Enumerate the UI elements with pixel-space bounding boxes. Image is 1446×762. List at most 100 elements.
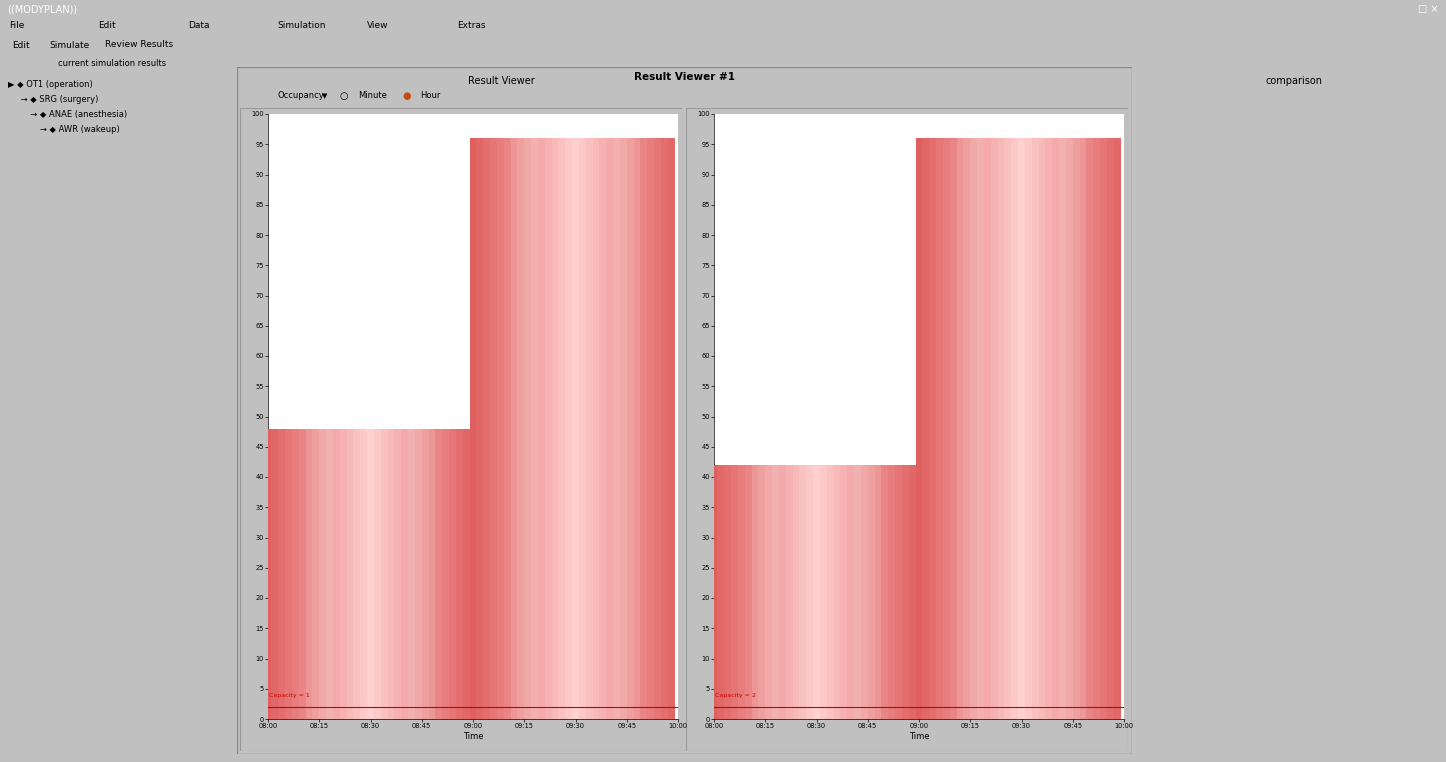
Text: Edit: Edit xyxy=(12,40,30,50)
Text: Result Viewer: Result Viewer xyxy=(469,76,535,86)
Bar xyxy=(272,428,278,719)
Bar xyxy=(375,428,380,719)
X-axis label: Time: Time xyxy=(463,732,483,741)
Bar xyxy=(847,465,855,719)
Text: Occupancy: Occupancy xyxy=(278,91,324,101)
Bar xyxy=(820,465,827,719)
Bar xyxy=(1045,138,1053,719)
Bar xyxy=(1018,138,1025,719)
Bar xyxy=(545,138,551,719)
Bar xyxy=(633,138,641,719)
Bar xyxy=(957,138,963,719)
Bar xyxy=(654,138,661,719)
Bar xyxy=(732,465,737,719)
Bar xyxy=(902,465,908,719)
Bar xyxy=(970,138,977,719)
Text: Hour: Hour xyxy=(421,91,441,101)
Bar xyxy=(923,138,930,719)
Bar xyxy=(1032,138,1038,719)
Bar xyxy=(593,138,600,719)
Bar xyxy=(998,138,1005,719)
Bar xyxy=(401,428,408,719)
Bar xyxy=(800,465,807,719)
Bar xyxy=(936,138,943,719)
Bar xyxy=(1086,138,1093,719)
Text: Capacity = 2: Capacity = 2 xyxy=(714,693,755,698)
Bar xyxy=(340,428,347,719)
Bar xyxy=(1025,138,1032,719)
Bar xyxy=(442,428,450,719)
Bar xyxy=(428,428,435,719)
Text: Review Results: Review Results xyxy=(106,40,174,49)
Bar xyxy=(626,138,633,719)
Bar xyxy=(490,138,497,719)
Bar xyxy=(717,465,724,719)
Bar xyxy=(888,465,895,719)
Text: ▶ ◆ OT1 (operation): ▶ ◆ OT1 (operation) xyxy=(9,80,93,89)
Bar xyxy=(772,465,779,719)
Bar xyxy=(977,138,983,719)
Bar xyxy=(1005,138,1011,719)
Bar xyxy=(483,138,490,719)
Bar xyxy=(745,465,752,719)
Bar xyxy=(1053,138,1058,719)
Bar xyxy=(807,465,813,719)
Bar xyxy=(648,138,654,719)
Text: Extras: Extras xyxy=(457,21,486,30)
Bar xyxy=(943,138,950,719)
Bar xyxy=(435,428,442,719)
Bar xyxy=(531,138,538,719)
Bar xyxy=(765,465,772,719)
Bar xyxy=(785,465,792,719)
Bar xyxy=(983,138,991,719)
Bar xyxy=(1100,138,1108,719)
Bar xyxy=(840,465,847,719)
Bar xyxy=(476,138,483,719)
Bar xyxy=(285,428,292,719)
Text: ▼: ▼ xyxy=(322,93,327,99)
Text: ○: ○ xyxy=(340,91,348,101)
Bar xyxy=(586,138,593,719)
Bar xyxy=(395,428,401,719)
Bar xyxy=(278,428,285,719)
Bar xyxy=(758,465,765,719)
Bar xyxy=(915,138,923,719)
Bar xyxy=(578,138,586,719)
Bar xyxy=(565,138,573,719)
Bar xyxy=(606,138,613,719)
Bar xyxy=(470,138,476,719)
Text: Capacity = 1: Capacity = 1 xyxy=(269,693,309,698)
Bar xyxy=(813,465,820,719)
Bar xyxy=(752,465,758,719)
Text: Simulation: Simulation xyxy=(278,21,327,30)
Bar xyxy=(710,465,717,719)
Bar xyxy=(950,138,957,719)
Bar xyxy=(463,428,470,719)
Bar xyxy=(327,428,333,719)
Text: □ ×: □ × xyxy=(1419,4,1439,14)
Bar xyxy=(833,465,840,719)
Bar xyxy=(963,138,970,719)
Bar xyxy=(792,465,800,719)
Bar xyxy=(661,138,668,719)
Bar xyxy=(1066,138,1073,719)
Bar xyxy=(620,138,626,719)
Bar xyxy=(497,138,503,719)
Bar xyxy=(600,138,606,719)
Bar xyxy=(551,138,558,719)
Bar xyxy=(895,465,902,719)
Bar xyxy=(827,465,833,719)
Bar xyxy=(991,138,998,719)
Bar xyxy=(1011,138,1018,719)
Bar xyxy=(558,138,565,719)
Bar xyxy=(333,428,340,719)
Text: Result Viewer #1: Result Viewer #1 xyxy=(633,72,735,82)
Bar xyxy=(265,428,272,719)
Bar xyxy=(347,428,353,719)
Text: ●: ● xyxy=(402,91,411,101)
Bar xyxy=(408,428,415,719)
Text: Data: Data xyxy=(188,21,210,30)
Text: ((MODYPLAN)): ((MODYPLAN)) xyxy=(7,4,77,14)
Bar xyxy=(299,428,305,719)
Bar xyxy=(860,465,868,719)
